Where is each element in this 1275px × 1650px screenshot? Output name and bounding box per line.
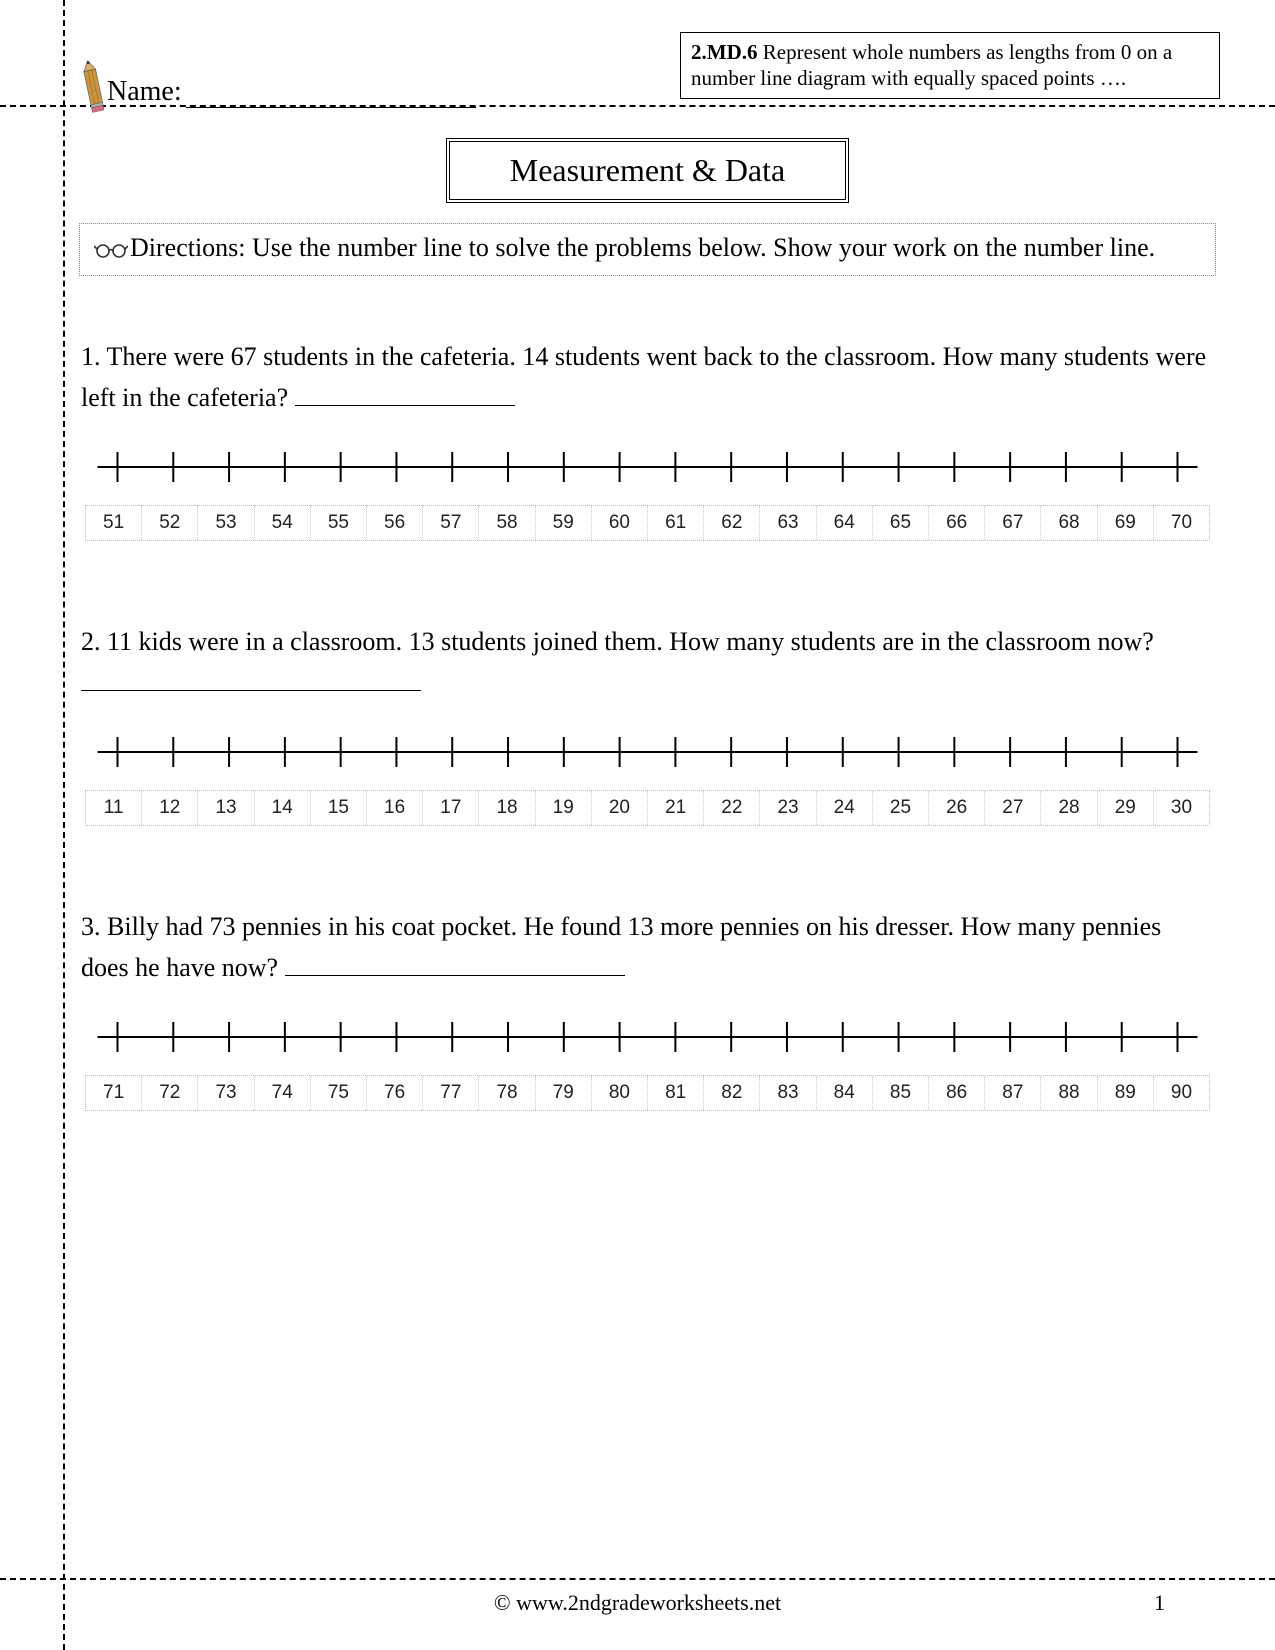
tick-label: 72 bbox=[142, 1076, 198, 1110]
problem-text: 1. There were 67 students in the cafeter… bbox=[81, 336, 1214, 419]
tick-label: 87 bbox=[985, 1076, 1041, 1110]
tick-label: 79 bbox=[536, 1076, 592, 1110]
tick-label: 70 bbox=[1154, 506, 1209, 540]
cut-line-bottom bbox=[0, 1578, 1275, 1580]
answer-blank[interactable] bbox=[285, 954, 625, 976]
answer-blank[interactable] bbox=[81, 669, 421, 691]
number-line-labels: 7172737475767778798081828384858687888990 bbox=[85, 1075, 1210, 1111]
number-line bbox=[85, 722, 1210, 782]
tick-label: 61 bbox=[648, 506, 704, 540]
tick-label: 74 bbox=[255, 1076, 311, 1110]
tick-label: 22 bbox=[704, 791, 760, 825]
standard-box: 2.MD.6 Represent whole numbers as length… bbox=[680, 32, 1220, 99]
tick-label: 26 bbox=[929, 791, 985, 825]
problem-text: 2. 11 kids were in a classroom. 13 stude… bbox=[81, 621, 1214, 704]
tick-label: 28 bbox=[1041, 791, 1097, 825]
name-field-area: Name: bbox=[85, 60, 476, 108]
tick-label: 27 bbox=[985, 791, 1041, 825]
tick-label: 16 bbox=[367, 791, 423, 825]
tick-label: 71 bbox=[86, 1076, 142, 1110]
tick-label: 17 bbox=[423, 791, 479, 825]
tick-label: 85 bbox=[873, 1076, 929, 1110]
tick-label: 68 bbox=[1041, 506, 1097, 540]
answer-blank[interactable] bbox=[295, 384, 515, 406]
tick-label: 75 bbox=[311, 1076, 367, 1110]
name-label: Name: bbox=[107, 76, 182, 108]
tick-label: 54 bbox=[255, 506, 311, 540]
tick-label: 83 bbox=[760, 1076, 816, 1110]
tick-label: 77 bbox=[423, 1076, 479, 1110]
tick-label: 62 bbox=[704, 506, 760, 540]
tick-label: 20 bbox=[592, 791, 648, 825]
tick-label: 30 bbox=[1154, 791, 1209, 825]
directions-box: Directions: Use the number line to solve… bbox=[79, 223, 1216, 276]
tick-label: 21 bbox=[648, 791, 704, 825]
page-number: 1 bbox=[1154, 1590, 1165, 1616]
tick-label: 86 bbox=[929, 1076, 985, 1110]
number-line bbox=[85, 437, 1210, 497]
tick-label: 29 bbox=[1098, 791, 1154, 825]
problem-number: 3. bbox=[81, 912, 107, 941]
tick-label: 59 bbox=[536, 506, 592, 540]
tick-label: 19 bbox=[536, 791, 592, 825]
tick-label: 25 bbox=[873, 791, 929, 825]
problem-body: There were 67 students in the cafeteria.… bbox=[81, 342, 1206, 413]
number-line bbox=[85, 1007, 1210, 1067]
tick-label: 14 bbox=[255, 791, 311, 825]
tick-label: 63 bbox=[760, 506, 816, 540]
directions-text: Directions: Use the number line to solve… bbox=[130, 233, 1155, 262]
tick-label: 82 bbox=[704, 1076, 760, 1110]
cut-line-top bbox=[0, 105, 1275, 107]
tick-label: 57 bbox=[423, 506, 479, 540]
tick-label: 55 bbox=[311, 506, 367, 540]
worksheet-page: Name: 2.MD.6 Represent whole numbers as … bbox=[0, 0, 1275, 1650]
tick-label: 13 bbox=[198, 791, 254, 825]
problems-container: 1. There were 67 students in the cafeter… bbox=[75, 336, 1220, 1112]
tick-label: 89 bbox=[1098, 1076, 1154, 1110]
tick-label: 23 bbox=[760, 791, 816, 825]
standard-text: Represent whole numbers as lengths from … bbox=[691, 40, 1172, 90]
tick-label: 51 bbox=[86, 506, 142, 540]
tick-label: 69 bbox=[1098, 506, 1154, 540]
tick-label: 80 bbox=[592, 1076, 648, 1110]
tick-label: 52 bbox=[142, 506, 198, 540]
tick-label: 24 bbox=[817, 791, 873, 825]
problem-text: 3. Billy had 73 pennies in his coat pock… bbox=[81, 906, 1214, 989]
tick-label: 81 bbox=[648, 1076, 704, 1110]
cut-line-left bbox=[63, 0, 65, 1650]
problem-body: 11 kids were in a classroom. 13 students… bbox=[107, 627, 1154, 656]
tick-label: 76 bbox=[367, 1076, 423, 1110]
tick-label: 11 bbox=[86, 791, 142, 825]
tick-label: 64 bbox=[817, 506, 873, 540]
tick-label: 66 bbox=[929, 506, 985, 540]
footer-copyright: © www.2ndgradeworksheets.net bbox=[0, 1590, 1275, 1616]
tick-label: 88 bbox=[1041, 1076, 1097, 1110]
number-line-labels: 1112131415161718192021222324252627282930 bbox=[85, 790, 1210, 826]
tick-label: 78 bbox=[479, 1076, 535, 1110]
tick-label: 58 bbox=[479, 506, 535, 540]
tick-label: 56 bbox=[367, 506, 423, 540]
tick-label: 60 bbox=[592, 506, 648, 540]
standard-code: 2.MD.6 bbox=[691, 40, 758, 64]
problem-number: 2. bbox=[81, 627, 107, 656]
number-line-labels: 5152535455565758596061626364656667686970 bbox=[85, 505, 1210, 541]
tick-label: 15 bbox=[311, 791, 367, 825]
tick-label: 73 bbox=[198, 1076, 254, 1110]
header-row: Name: 2.MD.6 Represent whole numbers as … bbox=[75, 30, 1220, 108]
worksheet-title: Measurement & Data bbox=[446, 138, 849, 203]
tick-label: 18 bbox=[479, 791, 535, 825]
glasses-icon bbox=[94, 241, 128, 259]
tick-label: 67 bbox=[985, 506, 1041, 540]
tick-label: 84 bbox=[817, 1076, 873, 1110]
tick-label: 53 bbox=[198, 506, 254, 540]
tick-label: 65 bbox=[873, 506, 929, 540]
tick-label: 12 bbox=[142, 791, 198, 825]
problem-number: 1. bbox=[81, 342, 107, 371]
tick-label: 90 bbox=[1154, 1076, 1209, 1110]
